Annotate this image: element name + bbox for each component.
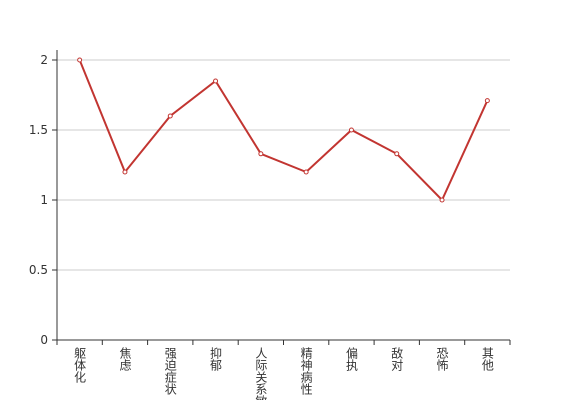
x-tick-label: 其他 <box>480 347 494 371</box>
x-tick-label: 偏执 <box>344 346 358 372</box>
x-tick-label: 敌对 <box>390 346 404 371</box>
point <box>122 169 128 175</box>
point <box>258 151 264 157</box>
point <box>213 78 219 84</box>
x-tick-label: 躯体化 <box>73 346 87 384</box>
x-tick-label: 抑郁 <box>209 346 223 372</box>
y-tick-label: 0.5 <box>29 263 48 277</box>
x-tick-label: 焦虑 <box>118 347 132 371</box>
point <box>348 127 354 133</box>
point <box>77 57 83 63</box>
point <box>167 113 173 119</box>
point <box>303 169 309 175</box>
y-tick-label: 1.5 <box>29 123 48 137</box>
y-tick-label: 1 <box>40 193 48 207</box>
point <box>484 98 490 104</box>
x-tick-label: 人际关系敏感 <box>254 347 268 400</box>
x-tick-label: 恐怖 <box>435 347 449 371</box>
point <box>439 197 445 203</box>
x-tick-label: 强迫症状 <box>163 347 177 395</box>
point <box>394 151 400 157</box>
y-tick-label: 2 <box>40 53 48 67</box>
y-tick-label: 0 <box>40 333 48 347</box>
x-tick-label: 精神病性 <box>299 347 313 396</box>
line <box>78 59 489 202</box>
